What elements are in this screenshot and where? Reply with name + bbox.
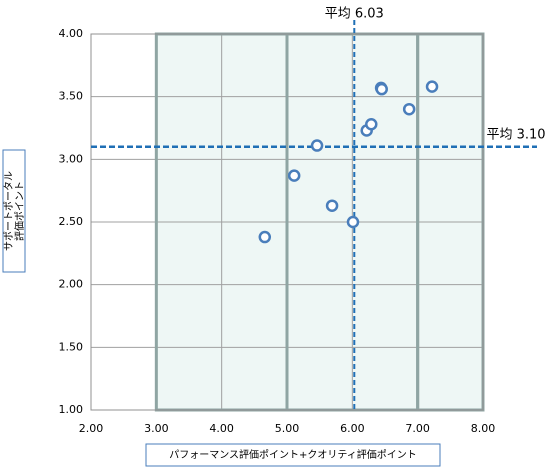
x-tick-label: 6.00 — [340, 422, 365, 435]
point — [258, 230, 272, 244]
y-tick-label: 4.00 — [59, 27, 84, 40]
x-tick-label: 2.00 — [79, 422, 104, 435]
y-axis-title: サポートポータル — [3, 171, 15, 251]
x-tick-label: 3.00 — [144, 422, 169, 435]
point — [287, 169, 301, 182]
y-tick-label: 3.50 — [59, 90, 84, 103]
x-tick-label: 4.00 — [209, 422, 234, 435]
point — [375, 82, 388, 96]
y-axis-title: 評価ポイント — [13, 181, 26, 241]
plot-border — [90, 33, 484, 411]
x-axis-title: パフォーマンス評価ポイント+クオリティ評価ポイント — [169, 448, 417, 461]
mean-x-label: 平均 6.03 — [325, 7, 384, 22]
y-tick-label: 3.00 — [59, 152, 84, 165]
y-tick-label: 2.00 — [59, 278, 84, 291]
x-tick-label: 7.00 — [405, 422, 430, 435]
y-label-box — [2, 149, 26, 273]
x-label-box — [145, 443, 441, 467]
point — [365, 117, 378, 131]
y-tick-label: 1.00 — [59, 403, 84, 416]
point — [402, 102, 416, 116]
point — [425, 80, 439, 93]
point — [346, 215, 360, 229]
mean-y-label: 平均 3.10 — [486, 127, 545, 142]
point — [310, 139, 324, 152]
x-tick-label: 8.00 — [471, 422, 496, 435]
y-tick-label: 2.50 — [59, 215, 84, 228]
y-tick-label: 1.50 — [59, 340, 84, 353]
point — [325, 199, 339, 212]
x-tick-label: 5.00 — [275, 422, 300, 435]
